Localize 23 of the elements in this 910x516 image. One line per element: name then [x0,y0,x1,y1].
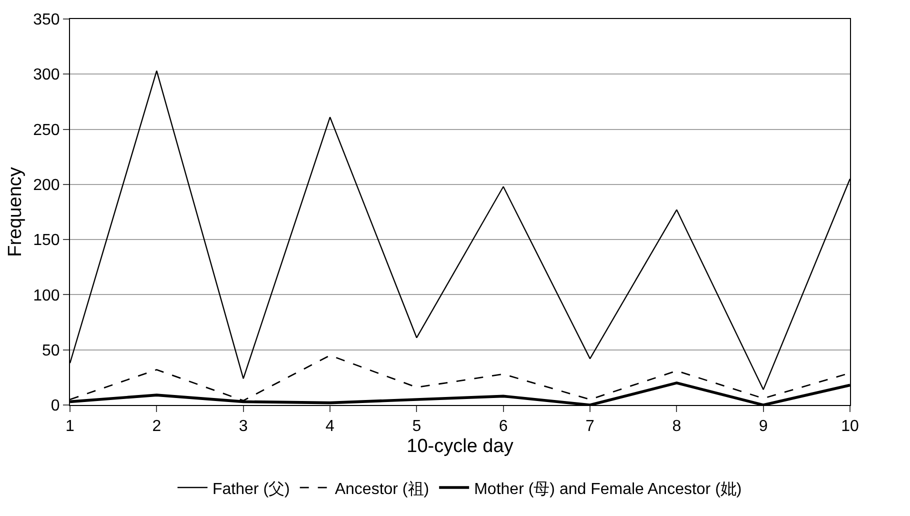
x-tick-label: 2 [152,418,162,436]
y-tick-label: 0 [50,398,60,415]
x-axis-title: 10-cycle day [406,436,514,457]
y-axis-title: Frequency [4,166,26,257]
x-tick-label: 10 [841,418,859,436]
legend-label: Mother (母) and Female Ancestor (妣) [474,480,742,498]
x-tick-label: 1 [66,418,75,436]
y-tick-label: 150 [33,232,60,250]
legend-label: Father (父) [212,480,290,498]
y-tick-label: 350 [33,12,60,29]
y-tick-label: 250 [33,122,60,139]
x-tick-label: 8 [672,418,682,436]
x-tick-label: 6 [498,418,508,436]
x-tick-label: 4 [326,418,335,436]
y-tick-label: 200 [33,177,60,194]
x-tick-label: 5 [412,418,422,436]
x-tick-label: 3 [238,418,248,436]
legend-label: Ancestor (祖) [334,480,430,498]
y-tick-label: 50 [42,342,60,360]
x-tick-label: 9 [758,418,768,436]
y-tick-label: 300 [33,66,60,84]
y-tick-label: 100 [33,287,60,304]
x-tick-label: 7 [586,418,595,436]
